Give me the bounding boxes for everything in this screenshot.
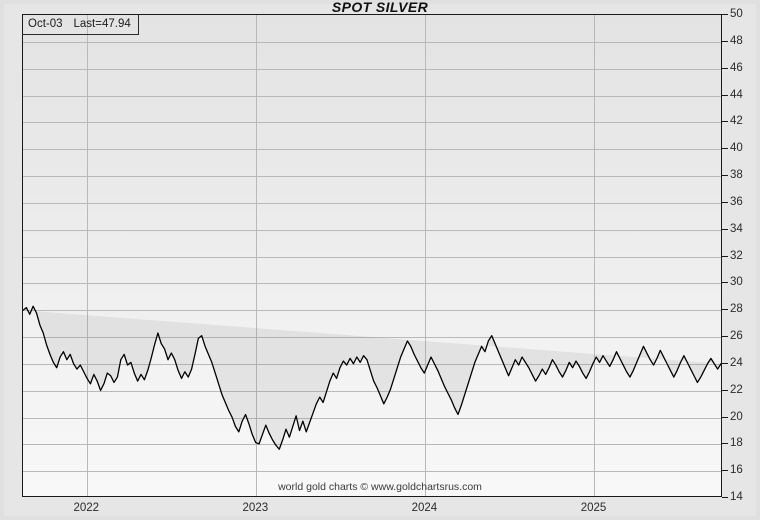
y-axis-tick-mark xyxy=(722,121,728,122)
y-axis-tick-label: 20 xyxy=(730,410,743,423)
gridline-horizontal xyxy=(23,42,721,43)
y-axis-tick-label: 36 xyxy=(730,195,743,208)
y-axis-tick-mark xyxy=(722,309,728,310)
y-axis-tick-label: 18 xyxy=(730,437,743,450)
y-axis-tick-mark xyxy=(722,470,728,471)
legend-box: Oct-03 Last=47.94 xyxy=(22,14,139,35)
y-axis-tick-mark xyxy=(722,417,728,418)
x-axis-tick-label: 2022 xyxy=(73,502,100,514)
gridline-horizontal xyxy=(23,69,721,70)
gridline-horizontal xyxy=(23,471,721,472)
y-axis-tick-label: 50 xyxy=(730,8,743,20)
gridline-horizontal xyxy=(23,122,721,123)
y-axis-tick-label: 28 xyxy=(730,303,743,316)
plot-area xyxy=(22,14,722,497)
x-axis-tick-label: 2025 xyxy=(580,502,607,514)
y-axis-tick-label: 24 xyxy=(730,356,743,369)
y-axis-tick-label: 44 xyxy=(730,88,743,101)
chart-title: SPOT SILVER xyxy=(331,0,429,15)
y-axis-tick-mark xyxy=(722,497,728,498)
y-axis-tick-mark xyxy=(722,68,728,69)
y-axis-tick-label: 48 xyxy=(730,34,743,47)
y-axis-tick-mark xyxy=(722,14,728,15)
y-axis-tick-mark xyxy=(722,175,728,176)
y-axis-tick-label: 32 xyxy=(730,249,743,262)
y-axis-tick-label: 40 xyxy=(730,142,743,155)
price-line xyxy=(23,305,721,450)
gridline-horizontal xyxy=(23,283,721,284)
y-axis-tick-label: 46 xyxy=(730,61,743,74)
gridline-horizontal xyxy=(23,337,721,338)
y-axis-tick-mark xyxy=(722,202,728,203)
gridline-horizontal xyxy=(23,257,721,258)
gridline-vertical xyxy=(256,15,257,496)
y-axis-tick-mark xyxy=(722,336,728,337)
y-axis-tick-mark xyxy=(722,443,728,444)
gridline-horizontal xyxy=(23,230,721,231)
gridline-vertical xyxy=(87,15,88,496)
gridline-vertical xyxy=(425,15,426,496)
gridline-horizontal xyxy=(23,418,721,419)
y-axis-tick-label: 26 xyxy=(730,330,743,342)
y-axis-tick-mark xyxy=(722,282,728,283)
y-axis-tick-mark xyxy=(722,148,728,149)
price-series-svg xyxy=(23,305,721,450)
y-axis-tick-mark xyxy=(722,229,728,230)
gridline-horizontal xyxy=(23,96,721,97)
x-axis-tick-label: 2024 xyxy=(411,502,438,514)
gridline-vertical xyxy=(594,15,595,496)
watermark: world gold charts © www.goldchartsrus.co… xyxy=(278,481,482,493)
legend-last-value: Last=47.94 xyxy=(73,18,131,30)
y-axis-tick-label: 30 xyxy=(730,276,743,289)
y-axis-tick-label: 42 xyxy=(730,115,743,128)
gridline-horizontal xyxy=(23,364,721,365)
y-axis-tick-mark xyxy=(722,363,728,364)
gridline-horizontal xyxy=(23,203,721,204)
y-axis-tick-label: 38 xyxy=(730,169,743,181)
gridline-horizontal xyxy=(23,149,721,150)
legend-date: Oct-03 xyxy=(28,18,63,30)
gridline-horizontal xyxy=(23,391,721,392)
y-axis-tick-mark xyxy=(722,41,728,42)
gridline-horizontal xyxy=(23,310,721,311)
gridline-horizontal xyxy=(23,176,721,177)
y-axis-tick-mark xyxy=(722,256,728,257)
y-axis-tick-label: 22 xyxy=(730,383,743,396)
y-axis-tick-mark xyxy=(722,95,728,96)
x-axis-tick-label: 2023 xyxy=(242,502,269,514)
y-axis-tick-mark xyxy=(722,390,728,391)
y-axis-tick-label: 16 xyxy=(730,464,743,477)
gridline-horizontal xyxy=(23,444,721,445)
y-axis-tick-label: 34 xyxy=(730,222,743,235)
y-axis-tick-label: 14 xyxy=(730,491,743,503)
